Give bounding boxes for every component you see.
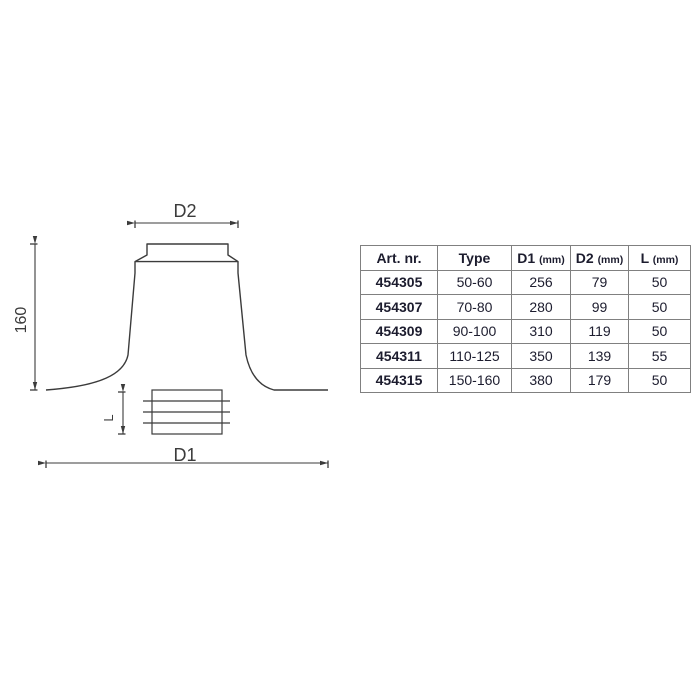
svg-text:160: 160 [13,307,30,334]
svg-text:L: L [101,414,116,421]
svg-text:D2: D2 [173,201,196,221]
svg-text:D1: D1 [173,445,196,465]
